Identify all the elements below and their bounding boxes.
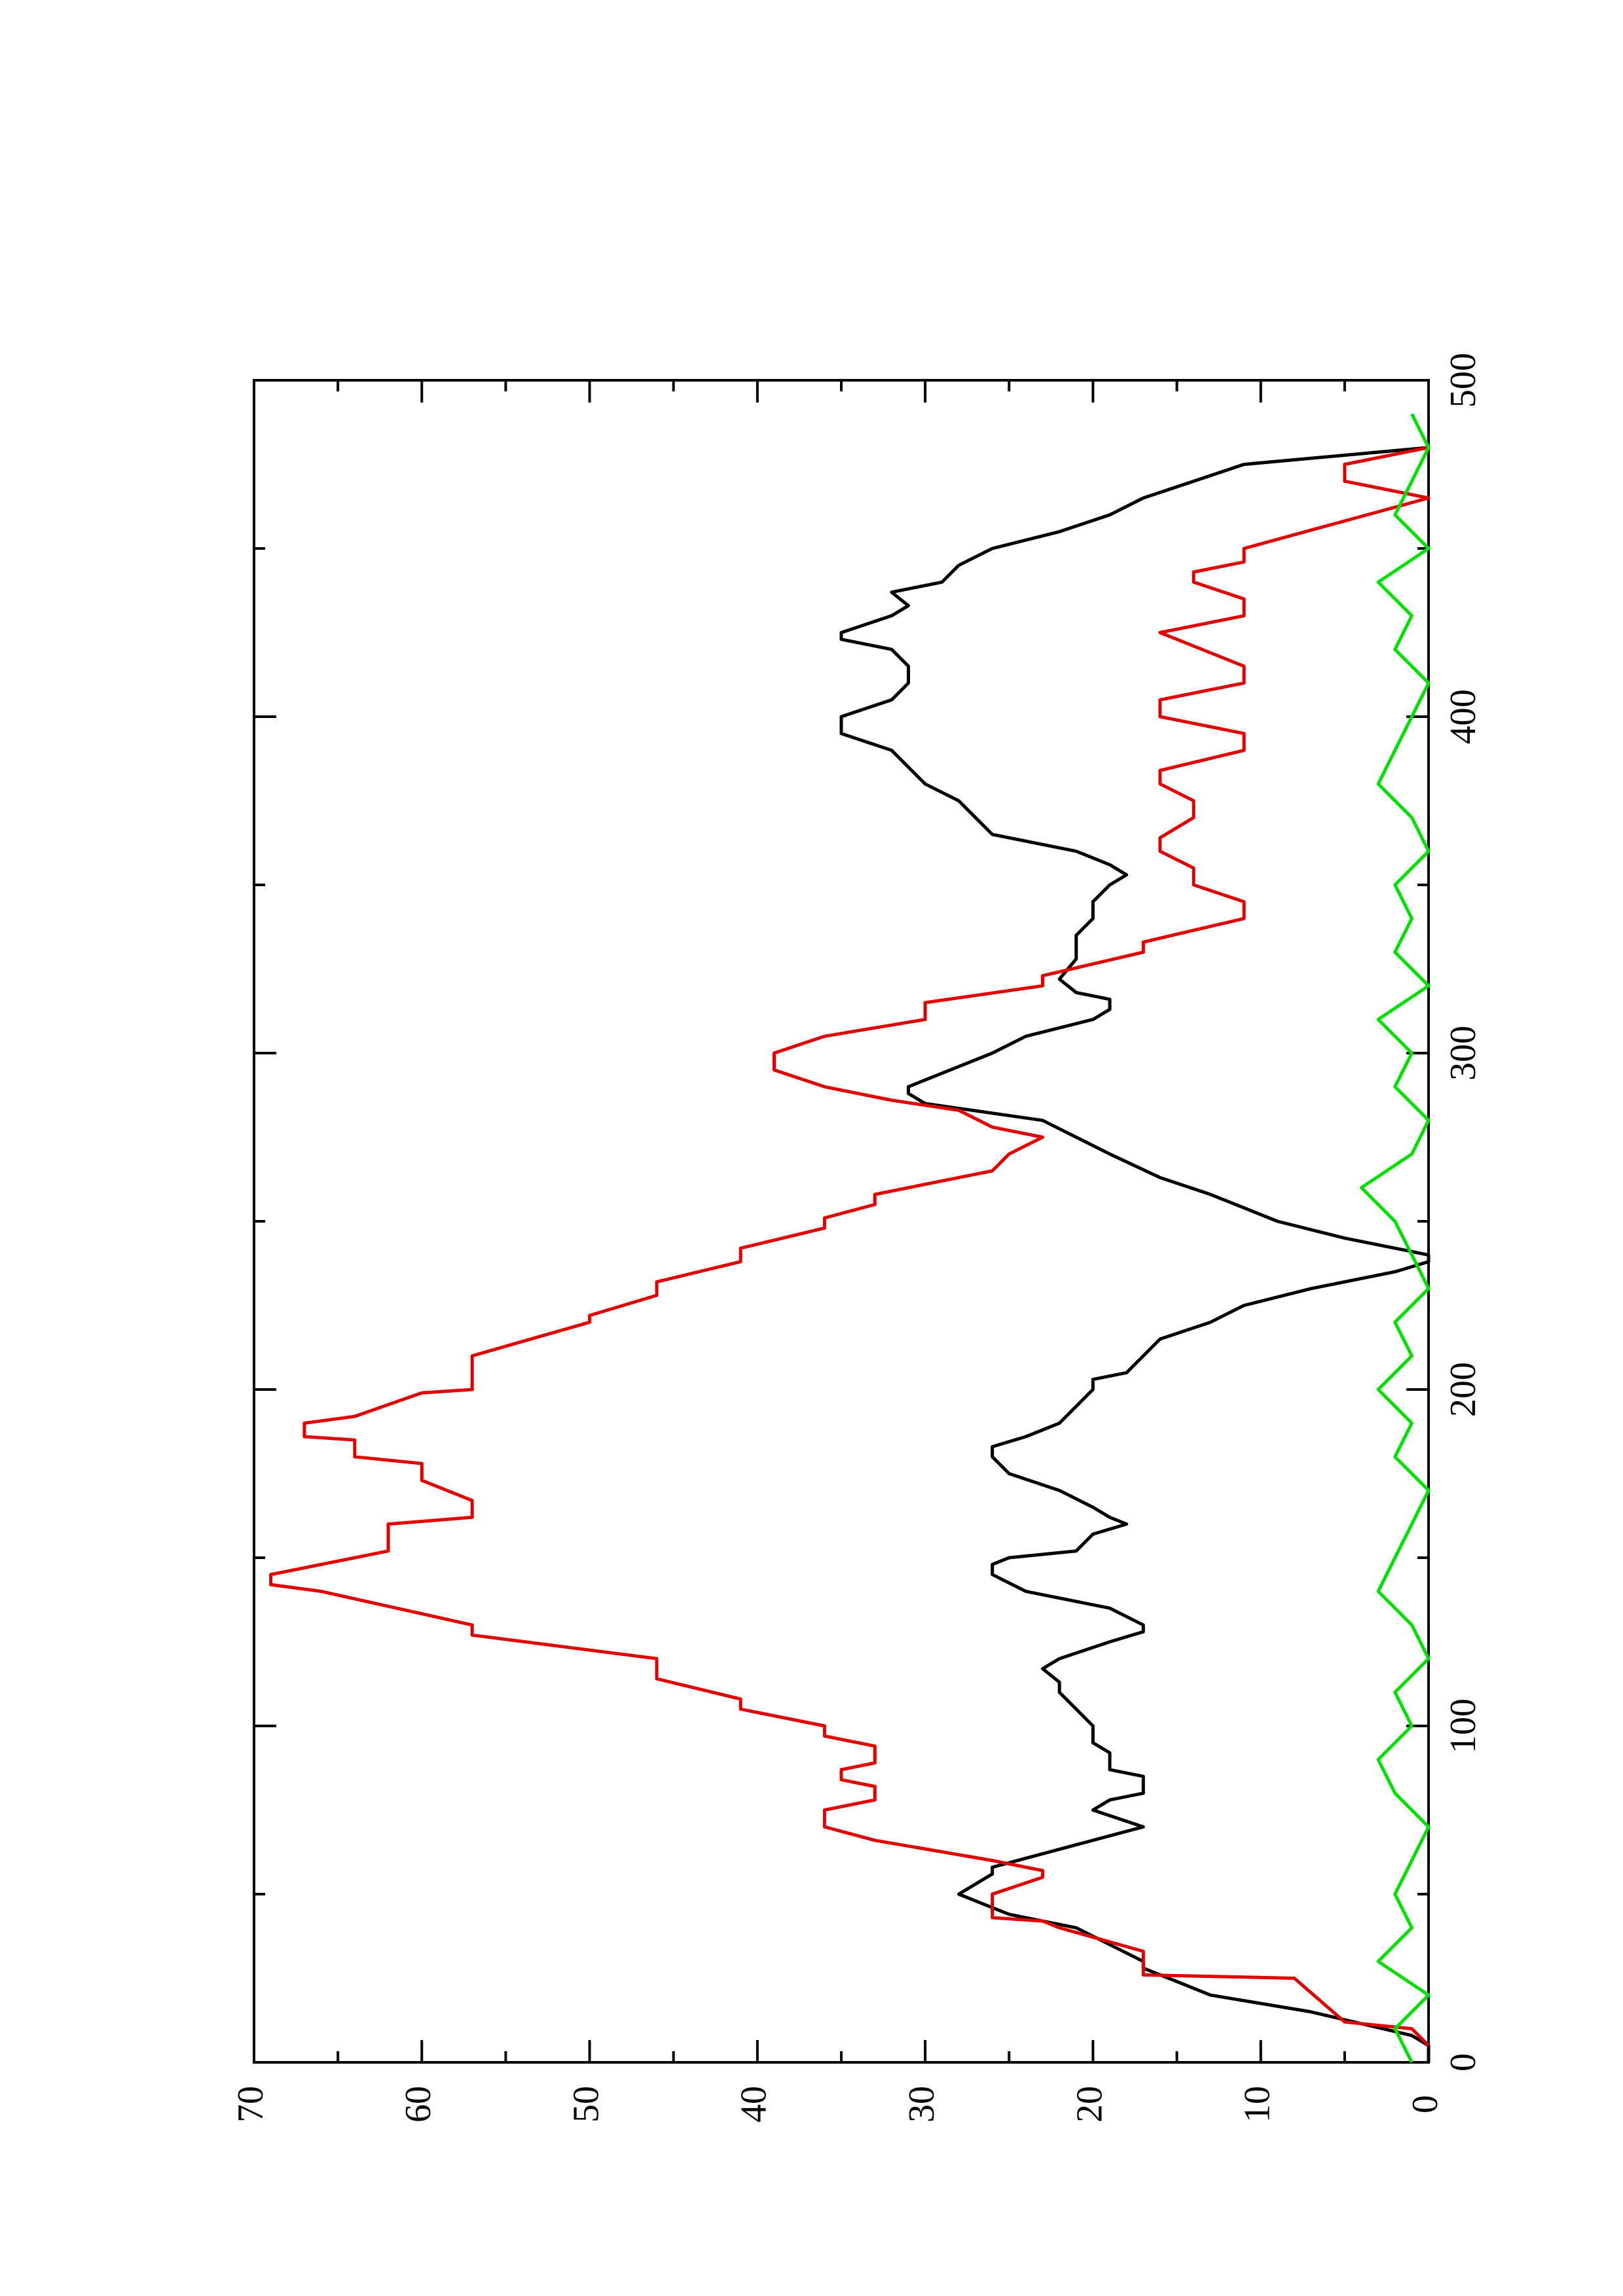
x-tick-label: 200 xyxy=(1443,1362,1484,1417)
data-line xyxy=(269,446,1431,2047)
x-tick-label: 100 xyxy=(1443,1698,1484,1753)
y-tick-label: 60 xyxy=(398,2086,439,2123)
data-line xyxy=(1360,413,1431,2064)
y-tick-label: 10 xyxy=(1237,2086,1278,2123)
x-tick-label: 500 xyxy=(1443,353,1484,408)
data-line xyxy=(839,446,1431,2062)
x-tick-label: 0 xyxy=(1443,2053,1484,2072)
y-tick-label: 0 xyxy=(1405,2095,1446,2113)
x-tick-label: 300 xyxy=(1443,1026,1484,1081)
y-tick-label: 40 xyxy=(734,2086,775,2123)
y-tick-label: 20 xyxy=(1069,2086,1110,2123)
x-tick-label: 400 xyxy=(1443,689,1484,744)
y-tick-label: 50 xyxy=(566,2086,606,2123)
y-tick-label: 70 xyxy=(230,2086,271,2123)
y-tick-label: 30 xyxy=(902,2086,942,2123)
